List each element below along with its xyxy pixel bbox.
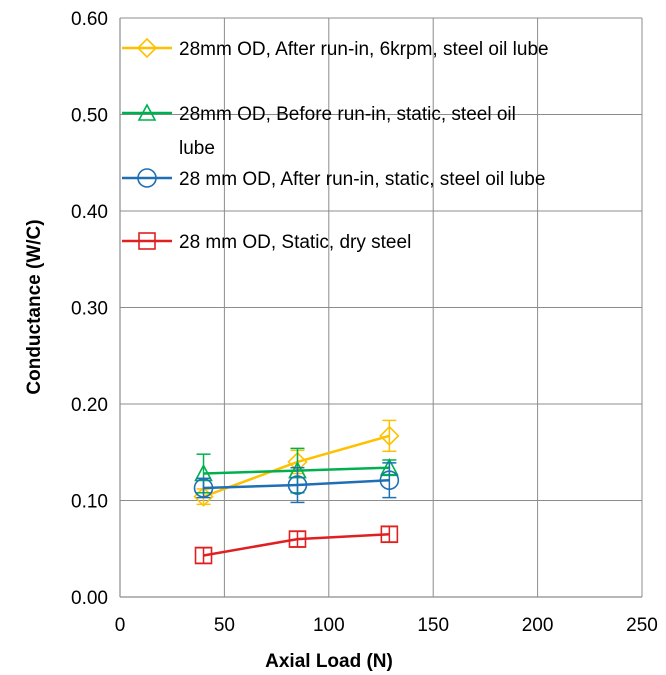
legend-label: 28 mm OD, Static, dry steel [179,232,411,253]
y-axis-title: Conductance (W/C) [24,219,45,394]
grid [120,17,643,597]
series-layer [193,419,400,565]
data-point [194,546,213,565]
x-tick-label: 250 [626,615,658,636]
y-tick-label: 0.00 [71,588,108,609]
x-tick-label: 150 [417,615,449,636]
legend-label: lube [179,138,215,159]
data-point [193,478,214,498]
x-tick-label: 0 [115,615,126,636]
y-tick-label: 0.40 [71,202,108,223]
axes [119,18,642,598]
data-point [380,525,399,544]
legend-entry-3: 28 mm OD, After run-in, static, steel oi… [122,168,545,190]
y-tick-label: 0.30 [71,299,108,320]
x-tick-label: 50 [214,615,235,636]
data-point [288,530,307,548]
data-point [379,425,400,446]
series-4 [194,525,399,565]
y-tick-label: 0.60 [71,9,108,30]
tick-labels: 0 50 100 150 200 250 0.00 0.10 0.20 0.30 0.40 0.50 0… [71,9,658,636]
legend-marker [136,37,158,59]
legend-marker [137,103,157,121]
legend-label: 28 mm OD, After run-in, static, steel oi… [179,169,545,190]
legend-entry-1: 28mm OD, After run-in, 6krpm, steel oil … [122,37,549,60]
y-tick-label: 0.20 [71,395,108,416]
legend-marker [138,232,156,250]
legend-label: 28mm OD, Before run-in, static, steel oi… [179,104,516,125]
data-point [379,470,400,491]
x-tick-label: 100 [313,615,345,636]
x-axis-title: Axial Load (N) [265,651,393,672]
legend: 28mm OD, After run-in, 6krpm, steel oil … [122,37,549,253]
legend-entry-4: 28 mm OD, Static, dry steel [122,232,411,253]
x-tick-label: 200 [522,615,554,636]
series-3 [193,462,400,504]
y-tick-label: 0.50 [71,106,108,127]
data-point [287,475,308,495]
y-tick-label: 0.10 [71,492,108,513]
legend-marker [137,168,157,188]
legend-label: 28mm OD, After run-in, 6krpm, steel oil … [179,39,549,60]
legend-entry-2: 28mm OD, Before run-in, static, steel oi… [122,103,516,159]
